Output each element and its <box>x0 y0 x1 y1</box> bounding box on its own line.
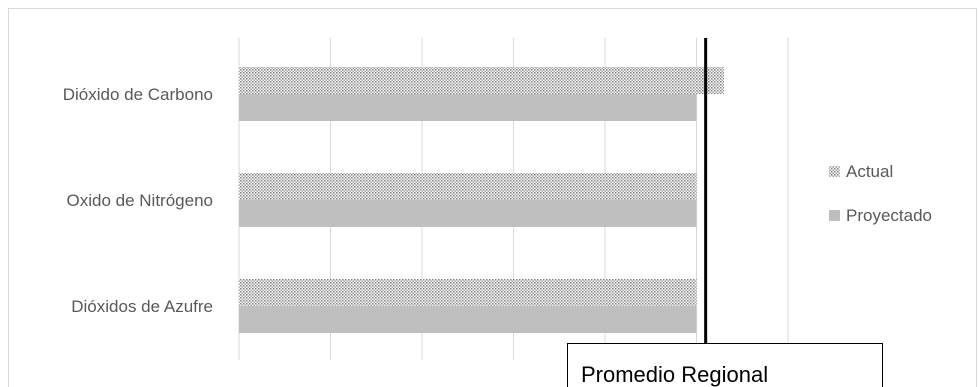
legend: Actual Proyectado <box>829 162 932 225</box>
bars <box>239 67 724 333</box>
annotation-box <box>567 343 883 387</box>
bar-proyectado <box>239 94 697 121</box>
category-label: Oxido de Nitrógeno <box>67 191 213 210</box>
category-labels: Dióxido de Carbono Oxido de Nitrógeno Dióx… <box>63 85 213 316</box>
bar-proyectado <box>239 200 697 227</box>
bar-actual <box>239 67 724 94</box>
legend-swatch <box>829 210 840 221</box>
legend-label: Actual <box>846 162 893 181</box>
chart-border <box>8 8 977 387</box>
category-label: Dióxido de Carbono <box>63 85 213 104</box>
reference-line-group: Promedio Regional <box>567 38 883 387</box>
legend-label: Proyectado <box>846 206 932 225</box>
category-label: Dióxidos de Azufre <box>71 297 213 316</box>
bar-proyectado <box>239 306 697 333</box>
legend-swatch <box>829 166 840 177</box>
reference-line-label: Promedio Regional <box>581 362 768 387</box>
bar-actual <box>239 279 697 306</box>
bar-actual <box>239 173 697 200</box>
